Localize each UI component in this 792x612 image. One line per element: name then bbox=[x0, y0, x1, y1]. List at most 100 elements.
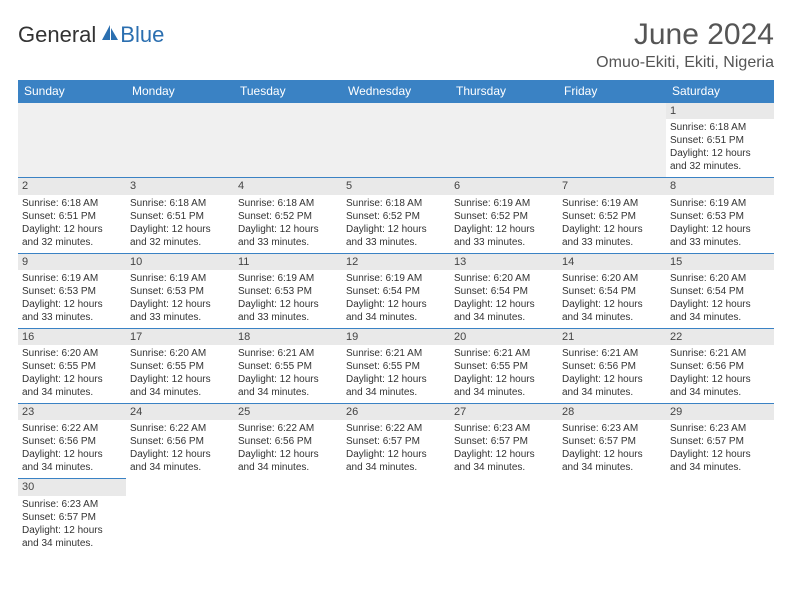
day-line: Sunrise: 6:22 AM bbox=[346, 422, 446, 435]
day-number: 12 bbox=[342, 254, 450, 270]
day-line: Sunset: 6:57 PM bbox=[562, 435, 662, 448]
day-details: Sunrise: 6:19 AMSunset: 6:53 PMDaylight:… bbox=[22, 272, 122, 324]
day-details: Sunrise: 6:23 AMSunset: 6:57 PMDaylight:… bbox=[22, 498, 122, 550]
day-number: 13 bbox=[450, 254, 558, 270]
day-line: and 34 minutes. bbox=[454, 461, 554, 474]
day-line: Daylight: 12 hours bbox=[130, 223, 230, 236]
calendar-cell: 7 Sunrise: 6:19 AMSunset: 6:52 PMDaylight… bbox=[558, 178, 666, 253]
day-line: Daylight: 12 hours bbox=[346, 223, 446, 236]
day-details: Sunrise: 6:19 AMSunset: 6:52 PMDaylight:… bbox=[454, 197, 554, 249]
day-line: Sunset: 6:57 PM bbox=[670, 435, 770, 448]
day-line: Daylight: 12 hours bbox=[238, 298, 338, 311]
day-line: and 34 minutes. bbox=[346, 311, 446, 324]
logo-text-blue: Blue bbox=[120, 22, 164, 48]
day-line: Daylight: 12 hours bbox=[130, 298, 230, 311]
day-details: Sunrise: 6:21 AMSunset: 6:55 PMDaylight:… bbox=[454, 347, 554, 399]
calendar-cell: 21 Sunrise: 6:21 AMSunset: 6:56 PMDayligh… bbox=[558, 328, 666, 403]
day-number: 29 bbox=[666, 404, 774, 420]
day-line: and 33 minutes. bbox=[562, 236, 662, 249]
day-line: Sunrise: 6:23 AM bbox=[22, 498, 122, 511]
calendar-cell: 1 Sunrise: 6:18 AMSunset: 6:51 PMDaylight… bbox=[666, 103, 774, 178]
day-details: Sunrise: 6:23 AMSunset: 6:57 PMDaylight:… bbox=[562, 422, 662, 474]
calendar-cell: 24Sunrise: 6:22 AMSunset: 6:56 PMDayligh… bbox=[126, 404, 234, 479]
day-line: and 34 minutes. bbox=[454, 311, 554, 324]
day-line: and 32 minutes. bbox=[130, 236, 230, 249]
calendar-cell: 13Sunrise: 6:20 AMSunset: 6:54 PMDayligh… bbox=[450, 253, 558, 328]
day-line: Daylight: 12 hours bbox=[22, 298, 122, 311]
calendar-cell bbox=[558, 479, 666, 554]
day-number: 5 bbox=[342, 178, 450, 194]
day-line: Daylight: 12 hours bbox=[130, 448, 230, 461]
day-line: Sunrise: 6:19 AM bbox=[238, 272, 338, 285]
day-number: 18 bbox=[234, 329, 342, 345]
day-line: and 32 minutes. bbox=[22, 236, 122, 249]
day-line: Sunrise: 6:20 AM bbox=[670, 272, 770, 285]
day-line: and 33 minutes. bbox=[22, 311, 122, 324]
day-number: 8 bbox=[666, 178, 774, 194]
month-title: June 2024 bbox=[596, 18, 774, 52]
day-line: Sunrise: 6:20 AM bbox=[22, 347, 122, 360]
day-line: Sunset: 6:56 PM bbox=[130, 435, 230, 448]
day-details: Sunrise: 6:21 AMSunset: 6:56 PMDaylight:… bbox=[670, 347, 770, 399]
day-line: and 34 minutes. bbox=[670, 461, 770, 474]
day-line: Sunset: 6:55 PM bbox=[346, 360, 446, 373]
day-line: Sunset: 6:54 PM bbox=[670, 285, 770, 298]
day-line: Daylight: 12 hours bbox=[562, 373, 662, 386]
day-details: Sunrise: 6:20 AMSunset: 6:55 PMDaylight:… bbox=[22, 347, 122, 399]
day-line: Sunset: 6:52 PM bbox=[562, 210, 662, 223]
day-line: Sunrise: 6:21 AM bbox=[562, 347, 662, 360]
day-line: Sunrise: 6:19 AM bbox=[562, 197, 662, 210]
day-details: Sunrise: 6:18 AMSunset: 6:52 PMDaylight:… bbox=[346, 197, 446, 249]
day-line: Daylight: 12 hours bbox=[22, 524, 122, 537]
day-details: Sunrise: 6:19 AMSunset: 6:54 PMDaylight:… bbox=[346, 272, 446, 324]
day-number: 28 bbox=[558, 404, 666, 420]
calendar-cell bbox=[342, 479, 450, 554]
day-number: 1 bbox=[666, 103, 774, 119]
day-line: Daylight: 12 hours bbox=[454, 373, 554, 386]
calendar-cell: 6Sunrise: 6:19 AMSunset: 6:52 PMDaylight… bbox=[450, 178, 558, 253]
day-line: Sunset: 6:57 PM bbox=[454, 435, 554, 448]
day-line: Sunset: 6:57 PM bbox=[346, 435, 446, 448]
day-line: Sunset: 6:54 PM bbox=[346, 285, 446, 298]
calendar-cell: 2Sunrise: 6:18 AMSunset: 6:51 PMDaylight… bbox=[18, 178, 126, 253]
calendar-body: 1Sunrise: 6:18 AMSunset: 6:51 PMDaylight… bbox=[18, 103, 774, 554]
calendar-week: 23Sunrise: 6:22 AMSunset: 6:56 PMDayligh… bbox=[18, 404, 774, 479]
day-details: Sunrise: 6:18 AMSunset: 6:51 PMDaylight:… bbox=[670, 121, 770, 173]
day-line: Sunrise: 6:19 AM bbox=[670, 197, 770, 210]
day-line: Daylight: 12 hours bbox=[670, 298, 770, 311]
day-line: Daylight: 12 hours bbox=[346, 448, 446, 461]
day-line: Daylight: 12 hours bbox=[346, 298, 446, 311]
day-line: Daylight: 12 hours bbox=[130, 373, 230, 386]
day-number: 16 bbox=[18, 329, 126, 345]
day-line: Sunset: 6:56 PM bbox=[562, 360, 662, 373]
day-number: 21 bbox=[558, 329, 666, 345]
day-number: 9 bbox=[18, 254, 126, 270]
day-line: Daylight: 12 hours bbox=[346, 373, 446, 386]
day-line: Sunset: 6:52 PM bbox=[346, 210, 446, 223]
day-line: Daylight: 12 hours bbox=[454, 223, 554, 236]
day-line: Sunrise: 6:18 AM bbox=[346, 197, 446, 210]
day-line: Sunset: 6:53 PM bbox=[130, 285, 230, 298]
day-header: Wednesday bbox=[342, 80, 450, 103]
day-details: Sunrise: 6:19 AMSunset: 6:53 PMDaylight:… bbox=[130, 272, 230, 324]
day-line: Sunset: 6:51 PM bbox=[130, 210, 230, 223]
day-number: 19 bbox=[342, 329, 450, 345]
logo-text-general: General bbox=[18, 22, 96, 48]
day-line: Sunset: 6:54 PM bbox=[454, 285, 554, 298]
day-line: and 34 minutes. bbox=[22, 537, 122, 550]
day-line: Sunrise: 6:18 AM bbox=[22, 197, 122, 210]
day-details: Sunrise: 6:22 AMSunset: 6:56 PMDaylight:… bbox=[22, 422, 122, 474]
calendar-cell bbox=[666, 479, 774, 554]
calendar-cell: 15Sunrise: 6:20 AMSunset: 6:54 PMDayligh… bbox=[666, 253, 774, 328]
day-line: Sunset: 6:53 PM bbox=[22, 285, 122, 298]
day-number: 20 bbox=[450, 329, 558, 345]
day-line: Sunrise: 6:20 AM bbox=[454, 272, 554, 285]
day-details: Sunrise: 6:18 AMSunset: 6:51 PMDaylight:… bbox=[130, 197, 230, 249]
day-line: Sunrise: 6:23 AM bbox=[562, 422, 662, 435]
day-details: Sunrise: 6:22 AMSunset: 6:56 PMDaylight:… bbox=[130, 422, 230, 474]
day-number: 7 bbox=[558, 178, 666, 194]
day-number: 2 bbox=[18, 178, 126, 194]
day-details: Sunrise: 6:22 AMSunset: 6:56 PMDaylight:… bbox=[238, 422, 338, 474]
day-details: Sunrise: 6:19 AMSunset: 6:52 PMDaylight:… bbox=[562, 197, 662, 249]
day-number: 22 bbox=[666, 329, 774, 345]
